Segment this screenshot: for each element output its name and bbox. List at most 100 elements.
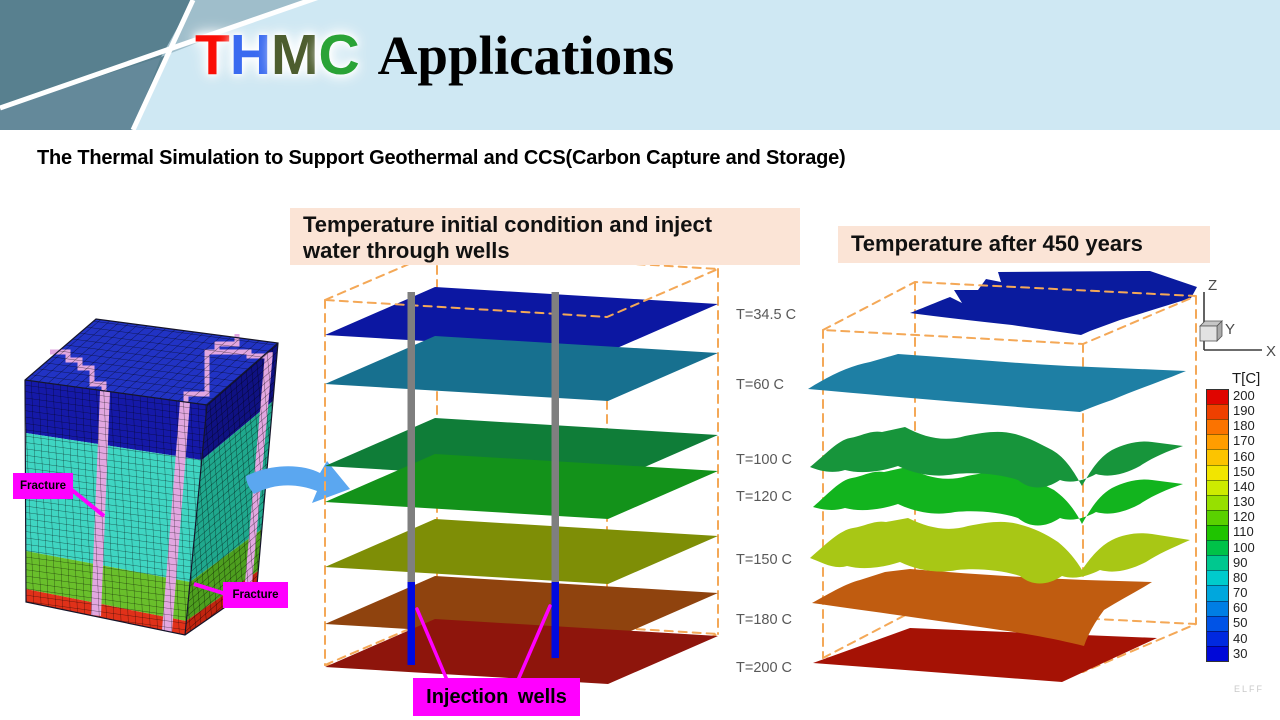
middle-dashed-box-top [324, 250, 719, 319]
header-diagonal-line-2 [130, 0, 196, 130]
legend-segment [1207, 464, 1228, 480]
legend-tick: 190 [1233, 403, 1255, 419]
temperature-legend: T[C] [1206, 370, 1280, 662]
legend-segment [1207, 524, 1228, 541]
header-diagonal-line-1 [0, 0, 319, 111]
caption-after-line: Temperature after 450 years [851, 231, 1143, 256]
header-shape-mid [0, 57, 161, 130]
injection-well-1-screen [407, 582, 415, 665]
temp-label-34c: T=34.5 C [736, 307, 797, 323]
surface-180c [812, 569, 1152, 646]
legend-segment [1207, 555, 1228, 571]
legend-tick: 50 [1233, 615, 1248, 631]
cube-side-grid-cols [185, 343, 278, 635]
legend-tick: 200 [1233, 388, 1255, 403]
legend-tick: 130 [1233, 494, 1255, 510]
legend-segment [1207, 645, 1228, 661]
legend-tick: 100 [1233, 539, 1255, 555]
legend-segment [1207, 449, 1228, 465]
legend-title: T[C] [1232, 370, 1261, 387]
legend-tick: 60 [1233, 600, 1248, 616]
caption-after-450-years: Temperature after 450 years [838, 226, 1210, 263]
caption-initial-line-1: Temperature initial condition and inject [303, 212, 713, 237]
legend-tick: 150 [1233, 463, 1255, 479]
injection-leader-2 [516, 604, 552, 682]
fracture-label-2: Fracture [223, 582, 288, 608]
legend-segment [1207, 630, 1228, 646]
legend-segment [1207, 615, 1228, 631]
injection-wells-label: Injection wells [413, 678, 580, 716]
legend-tick: 70 [1233, 585, 1248, 601]
temp-label-100c: T=100 C [736, 452, 793, 468]
fracture-leader-2 [193, 582, 227, 596]
legend-colorbar [1206, 389, 1229, 662]
legend-tick-labels: 200 190 180 170 160 150 140 130 120 110 … [1233, 388, 1255, 662]
slide-subtitle: The Thermal Simulation to Support Geothe… [37, 147, 846, 169]
legend-tick: 170 [1233, 433, 1255, 449]
legend-tick: 90 [1233, 554, 1248, 570]
temp-label-120c: T=120 C [736, 489, 793, 505]
injection-leader-1 [415, 607, 449, 682]
surface-60c [808, 354, 1186, 412]
cube-front-grid-cols [25, 380, 207, 635]
legend-tick: 180 [1233, 418, 1255, 434]
legend-segment [1207, 479, 1228, 495]
legend-tick: 40 [1233, 630, 1248, 646]
legend-segment [1207, 434, 1228, 450]
iso-plane-120c [325, 454, 718, 519]
caption-initial-condition: Temperature initial condition and inject… [290, 208, 800, 265]
legend-segment [1207, 419, 1228, 435]
title-text: Applications [377, 25, 675, 86]
legend-segment [1207, 585, 1228, 601]
injection-well-2-screen [551, 582, 559, 658]
legend-tick: 140 [1233, 478, 1255, 494]
legend-tick: 160 [1233, 448, 1255, 464]
iso-plane-150c [325, 519, 718, 584]
z-axis-label: Z [1208, 277, 1217, 294]
watermark: ELFF [1234, 684, 1265, 694]
legend-tick: 120 [1233, 509, 1255, 525]
axis-cube-front [1199, 325, 1218, 342]
surface-150c [810, 518, 1190, 584]
cube-top-grid-diag [25, 319, 278, 405]
legend-tick: 110 [1233, 524, 1254, 540]
legend-segment [1207, 540, 1228, 556]
temp-label-60c: T=60 C [736, 377, 784, 393]
legend-tick: 80 [1233, 569, 1248, 585]
legend-tick: 30 [1233, 645, 1248, 661]
mesh-cube-model [24, 318, 279, 636]
iso-plane-34c [325, 287, 718, 352]
header-band: THMC Applications [0, 0, 1280, 130]
legend-segment [1207, 404, 1228, 420]
initial-condition-diagram [324, 250, 719, 684]
axis-triad: Z Y X [1199, 277, 1276, 360]
iso-plane-60c [325, 336, 718, 401]
y-axis-label: Y [1225, 321, 1235, 338]
cube-outline [24, 318, 279, 636]
legend-segment [1207, 509, 1228, 525]
title-letter-t: T [195, 23, 230, 87]
title-acronym: THMC [195, 22, 360, 88]
title-letter-m: M [271, 23, 319, 87]
surface-100c [810, 427, 1183, 488]
surface-120c [813, 467, 1183, 526]
x-axis-label: X [1266, 343, 1276, 360]
temp-label-200c: T=200 C [736, 660, 793, 676]
after-450-years-diagram [808, 271, 1197, 682]
temp-label-180c: T=180 C [736, 612, 793, 628]
temp-label-150c: T=150 C [736, 552, 793, 568]
right-dashed-box-top [819, 280, 1197, 346]
legend-segment [1207, 570, 1228, 586]
fracture-label-1: Fracture [13, 473, 73, 499]
caption-initial-line-2: water through wells [303, 238, 510, 263]
legend-segment [1207, 494, 1228, 510]
injection-well-2-casing [551, 292, 559, 582]
title-letter-c: C [318, 23, 360, 87]
header-decoration [0, 0, 319, 130]
fracture-leader-1 [70, 488, 106, 518]
legend-segment [1207, 390, 1228, 405]
legend-segment [1207, 600, 1228, 616]
surface-34c [910, 271, 1197, 335]
